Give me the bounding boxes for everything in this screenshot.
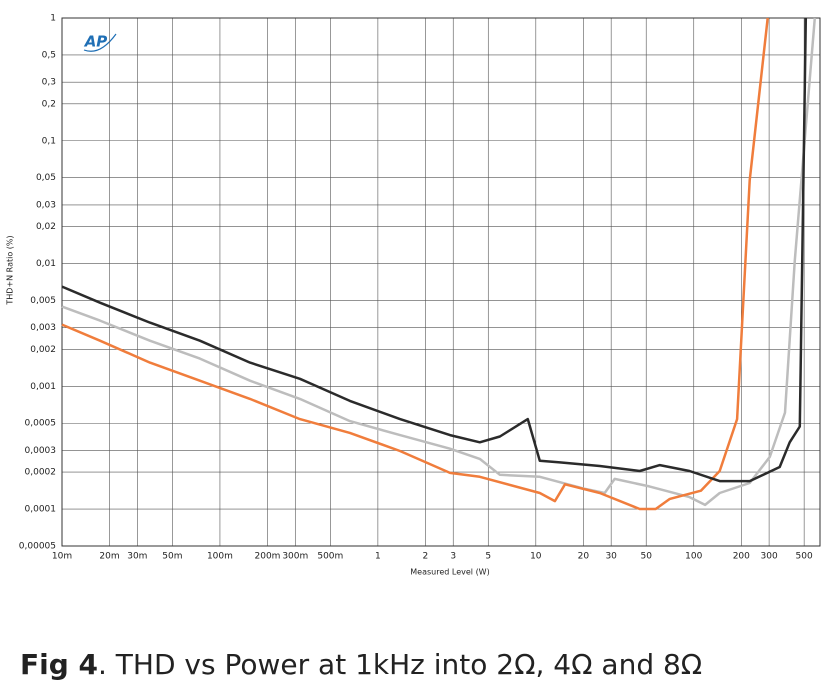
logo: AP: [84, 33, 108, 51]
y-tick-label: 0,0002: [25, 468, 57, 478]
y-tick-label: 0,001: [30, 382, 56, 392]
y-tick-label: 0,00005: [19, 542, 56, 552]
y-tick-label: 0,0005: [25, 419, 57, 429]
y-tick-label: 0,05: [36, 173, 56, 183]
y-tick-label: 0,0003: [25, 446, 57, 456]
y-tick-label: 0,002: [30, 345, 56, 355]
x-tick-label: 10: [530, 552, 542, 562]
y-tick-label: 1: [50, 14, 56, 24]
x-tick-label: 1: [375, 552, 381, 562]
x-tick-label: 10m: [52, 552, 72, 562]
chart-title: . THD vs Power at 1kHz into 2Ω, 4Ω and 8…: [98, 648, 702, 681]
x-tick-label: 100m: [207, 552, 233, 562]
x-tick-label: 500: [796, 552, 813, 562]
x-tick-label: 300m: [282, 552, 308, 562]
x-tick-label: 5: [485, 552, 491, 562]
x-tick-label: 30m: [127, 552, 147, 562]
y-tick-label: 0,2: [42, 99, 56, 109]
x-tick-label: 200: [733, 552, 750, 562]
y-axis-label: THD+N Ratio (%): [6, 235, 15, 305]
caption: Fig 4. THD vs Power at 1kHz into 2Ω, 4Ω …: [20, 648, 702, 681]
x-tick-label: 2: [423, 552, 429, 562]
y-tick-label: 0,02: [36, 222, 56, 232]
x-tick-label: 500m: [317, 552, 343, 562]
y-tick-label: 0,03: [36, 200, 56, 210]
y-tick-label: 0,005: [30, 296, 56, 306]
y-tick-label: 0,003: [30, 323, 56, 333]
series-line: [61, 17, 769, 511]
x-tick-label: 200m: [255, 552, 281, 562]
y-tick-label: 0,0001: [25, 505, 57, 515]
x-tick-label: 100: [685, 552, 702, 562]
y-tick-label: 0,1: [42, 136, 56, 146]
y-tick-label: 0,01: [36, 259, 56, 269]
series-line: [61, 17, 808, 483]
y-tick-label: 0,3: [42, 78, 56, 88]
x-tick-label: 50: [640, 552, 652, 562]
x-tick-label: 300: [761, 552, 778, 562]
x-axis-label: Measured Level (W): [410, 568, 489, 577]
x-tick-label: 20: [578, 552, 590, 562]
y-tick-label: 0,5: [42, 50, 56, 60]
plot-frame: [61, 17, 821, 547]
logo-swoosh: [83, 33, 117, 52]
caption-label: Fig 4: [20, 648, 98, 681]
x-tick-label: 20m: [99, 552, 119, 562]
x-tick-label: 30: [605, 552, 617, 562]
x-tick-label: 3: [450, 552, 456, 562]
x-tick-label: 50m: [162, 552, 182, 562]
